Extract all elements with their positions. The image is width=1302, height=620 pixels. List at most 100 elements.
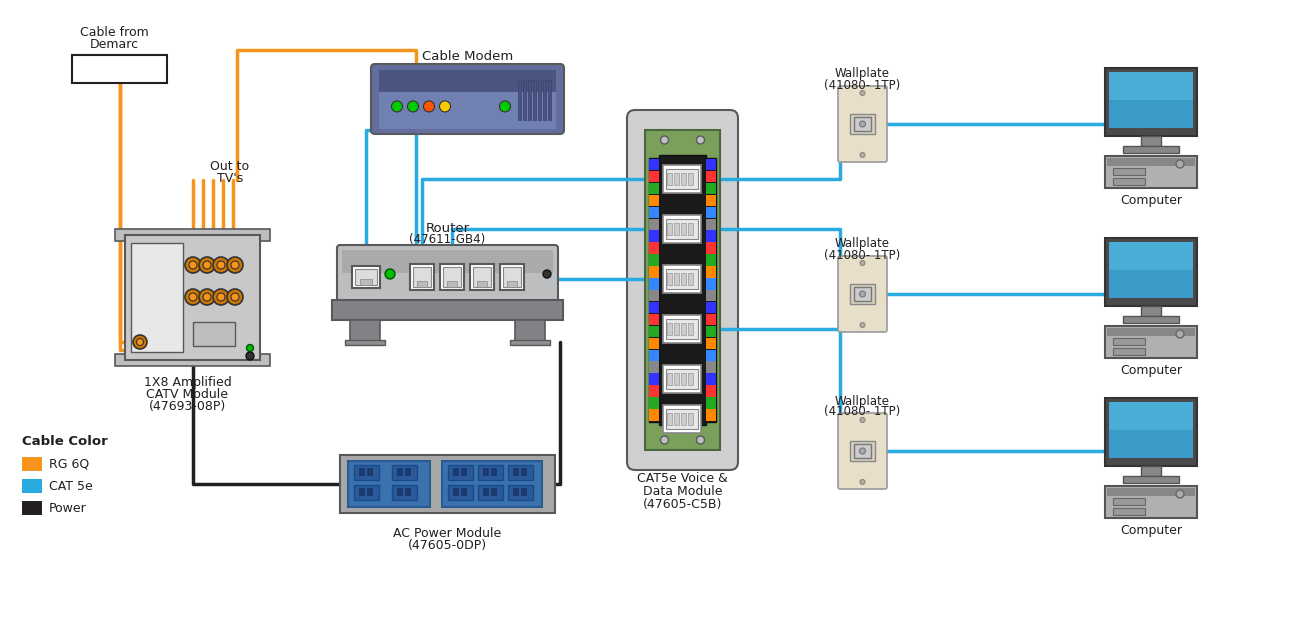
FancyBboxPatch shape xyxy=(354,485,379,500)
FancyBboxPatch shape xyxy=(674,273,680,285)
FancyBboxPatch shape xyxy=(674,173,680,185)
FancyBboxPatch shape xyxy=(1105,326,1197,358)
FancyBboxPatch shape xyxy=(413,267,431,286)
FancyBboxPatch shape xyxy=(706,278,716,290)
FancyBboxPatch shape xyxy=(663,165,700,193)
Circle shape xyxy=(189,261,197,269)
FancyBboxPatch shape xyxy=(667,173,672,185)
FancyBboxPatch shape xyxy=(523,80,526,120)
FancyBboxPatch shape xyxy=(503,267,521,286)
FancyBboxPatch shape xyxy=(115,354,270,366)
FancyBboxPatch shape xyxy=(667,319,698,339)
Circle shape xyxy=(214,257,229,273)
FancyBboxPatch shape xyxy=(663,315,700,343)
FancyBboxPatch shape xyxy=(115,229,270,241)
FancyBboxPatch shape xyxy=(1105,238,1197,306)
FancyBboxPatch shape xyxy=(648,242,659,254)
FancyBboxPatch shape xyxy=(508,465,533,480)
FancyBboxPatch shape xyxy=(648,338,659,349)
Text: Router: Router xyxy=(426,221,470,234)
Circle shape xyxy=(660,436,668,444)
FancyBboxPatch shape xyxy=(687,373,693,385)
FancyBboxPatch shape xyxy=(500,264,523,290)
FancyBboxPatch shape xyxy=(1105,486,1197,518)
FancyBboxPatch shape xyxy=(342,250,553,273)
FancyBboxPatch shape xyxy=(1141,136,1161,146)
FancyBboxPatch shape xyxy=(706,242,716,254)
Text: CAT 5e: CAT 5e xyxy=(49,479,92,492)
FancyBboxPatch shape xyxy=(392,485,417,500)
FancyBboxPatch shape xyxy=(706,350,716,361)
FancyBboxPatch shape xyxy=(681,323,686,335)
FancyBboxPatch shape xyxy=(687,173,693,185)
FancyBboxPatch shape xyxy=(648,171,659,182)
FancyBboxPatch shape xyxy=(392,465,417,480)
FancyBboxPatch shape xyxy=(648,183,659,194)
FancyBboxPatch shape xyxy=(706,361,716,373)
Circle shape xyxy=(246,345,254,352)
FancyBboxPatch shape xyxy=(667,413,672,425)
FancyBboxPatch shape xyxy=(125,235,260,360)
FancyBboxPatch shape xyxy=(1107,328,1195,336)
FancyBboxPatch shape xyxy=(397,468,404,476)
Text: Wallplate: Wallplate xyxy=(835,394,891,407)
FancyBboxPatch shape xyxy=(22,501,42,515)
FancyBboxPatch shape xyxy=(648,302,659,313)
FancyBboxPatch shape xyxy=(72,55,167,83)
FancyBboxPatch shape xyxy=(345,340,385,345)
FancyBboxPatch shape xyxy=(371,64,564,134)
FancyBboxPatch shape xyxy=(854,117,871,131)
FancyBboxPatch shape xyxy=(706,290,716,301)
FancyBboxPatch shape xyxy=(483,468,490,476)
Circle shape xyxy=(1176,330,1184,338)
FancyBboxPatch shape xyxy=(405,488,411,496)
Circle shape xyxy=(227,257,243,273)
FancyBboxPatch shape xyxy=(648,278,659,290)
FancyBboxPatch shape xyxy=(674,323,680,335)
Circle shape xyxy=(137,339,143,345)
Circle shape xyxy=(859,121,866,127)
FancyBboxPatch shape xyxy=(706,397,716,409)
FancyBboxPatch shape xyxy=(410,264,434,290)
Circle shape xyxy=(199,257,215,273)
Circle shape xyxy=(861,417,865,422)
Circle shape xyxy=(230,293,240,301)
Circle shape xyxy=(859,448,866,454)
FancyBboxPatch shape xyxy=(367,488,372,496)
FancyBboxPatch shape xyxy=(648,385,659,397)
FancyBboxPatch shape xyxy=(681,373,686,385)
Text: (47693-08P): (47693-08P) xyxy=(148,400,227,413)
Text: Cable Modem: Cable Modem xyxy=(422,50,513,63)
FancyBboxPatch shape xyxy=(448,465,473,480)
FancyBboxPatch shape xyxy=(667,323,672,335)
Text: (41080- 1TP): (41080- 1TP) xyxy=(824,405,901,419)
FancyBboxPatch shape xyxy=(648,350,659,361)
FancyBboxPatch shape xyxy=(470,264,493,290)
FancyBboxPatch shape xyxy=(706,314,716,326)
Circle shape xyxy=(246,352,254,360)
FancyBboxPatch shape xyxy=(648,266,659,278)
FancyBboxPatch shape xyxy=(1105,68,1197,136)
Circle shape xyxy=(392,101,402,112)
FancyBboxPatch shape xyxy=(1113,508,1144,515)
Circle shape xyxy=(214,289,229,305)
FancyBboxPatch shape xyxy=(838,86,887,162)
FancyBboxPatch shape xyxy=(340,455,555,513)
FancyBboxPatch shape xyxy=(706,266,716,278)
FancyBboxPatch shape xyxy=(1141,306,1161,316)
FancyBboxPatch shape xyxy=(1109,242,1193,298)
Circle shape xyxy=(440,101,450,112)
FancyBboxPatch shape xyxy=(477,281,487,286)
FancyBboxPatch shape xyxy=(648,314,659,326)
FancyBboxPatch shape xyxy=(687,273,693,285)
FancyBboxPatch shape xyxy=(1124,146,1180,153)
FancyBboxPatch shape xyxy=(22,457,42,471)
FancyBboxPatch shape xyxy=(681,173,686,185)
FancyBboxPatch shape xyxy=(1109,242,1193,270)
Text: Data Module: Data Module xyxy=(643,485,723,498)
FancyBboxPatch shape xyxy=(461,468,467,476)
Text: Cable Color: Cable Color xyxy=(22,435,108,448)
FancyBboxPatch shape xyxy=(667,409,698,429)
FancyBboxPatch shape xyxy=(1109,72,1193,100)
FancyBboxPatch shape xyxy=(529,80,531,120)
